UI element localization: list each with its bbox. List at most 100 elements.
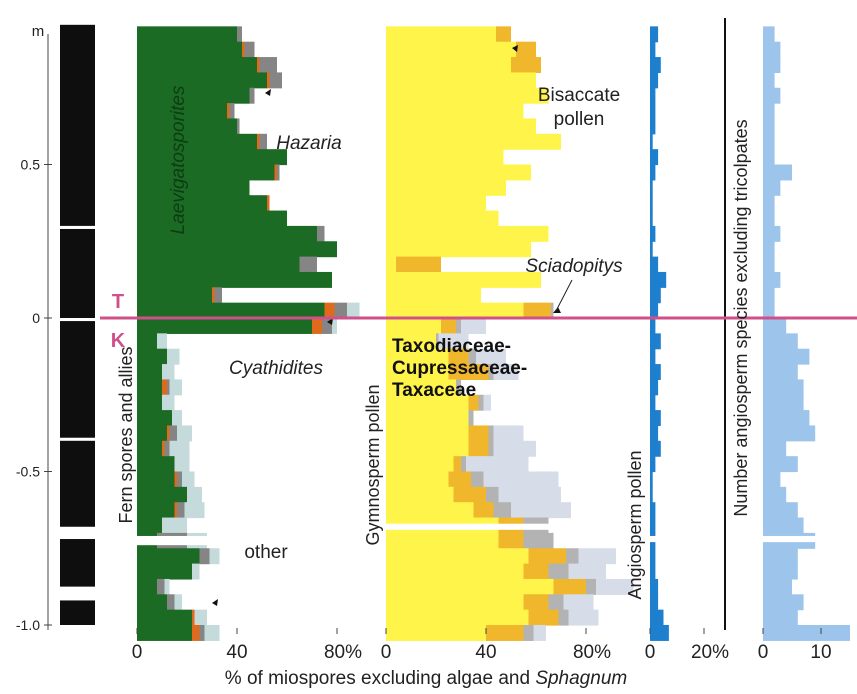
bar-value <box>763 210 775 227</box>
bar-value <box>763 287 775 304</box>
bar-sciadopitys <box>493 502 511 519</box>
bar-taxodiaceae-cupressaceae-taxaceae <box>386 348 449 365</box>
bar-cyathidites <box>237 118 240 135</box>
bar-sciadopitys <box>548 563 569 580</box>
bar-taxodiaceae-cupressaceae-taxaceae <box>386 379 456 396</box>
bar-laevigatosporites <box>137 609 192 626</box>
bar-laevigatosporites <box>137 72 267 89</box>
bar-laevigatosporites <box>137 149 287 166</box>
bar-value <box>650 333 661 350</box>
bar-sciadopitys <box>488 364 494 380</box>
bar-taxodiaceae-cupressaceae-taxaceae <box>386 149 504 166</box>
bar-hazaria <box>174 502 177 519</box>
bar-taxodiaceae-cupressaceae-taxaceae <box>386 440 469 457</box>
bar-sciadopitys <box>548 594 564 611</box>
bar-value <box>763 271 781 288</box>
bar-cyathidites <box>169 425 177 442</box>
bar-value <box>763 548 798 565</box>
bar-laevigatosporites <box>137 456 175 473</box>
bar-cyathidites <box>177 502 185 519</box>
bar-laevigatosporites <box>137 425 167 442</box>
bar-taxodiaceae-cupressaceae-taxaceae <box>386 578 554 595</box>
bar-hazaria <box>312 318 322 334</box>
bar-value <box>763 410 810 427</box>
x-tick-label: 0 <box>132 642 143 663</box>
bar-cyathidites <box>167 379 170 396</box>
bar-value <box>650 103 656 120</box>
bar-value <box>763 486 787 503</box>
bar-cyathidites <box>269 72 282 89</box>
bar-other <box>169 379 182 396</box>
bar-value <box>650 594 659 611</box>
x-tick-label: 80% <box>573 642 611 663</box>
bar-bisaccate-pollen <box>496 26 511 43</box>
angiosperm-panel <box>648 26 748 641</box>
bar-other <box>174 594 182 611</box>
angiosperm-side-label: Angiosperm pollen <box>625 450 645 599</box>
bar-taxodiaceae-cupressaceae-taxaceae <box>386 456 454 473</box>
bar-taxodiaceae-cupressaceae-taxaceae <box>386 118 536 135</box>
bar-laevigatosporites <box>137 164 275 181</box>
bar-sciadopitys <box>566 548 579 565</box>
bar-taxodiaceae-cupressaceae-taxaceae <box>386 471 449 488</box>
bar-value <box>763 195 775 212</box>
bar-other-gymnosperm <box>498 486 561 503</box>
bar-value <box>763 364 798 380</box>
lithology-block <box>60 600 95 625</box>
bar-value <box>763 379 804 396</box>
bar-laevigatosporites <box>137 578 157 595</box>
bar-bisaccate-pollen <box>486 625 524 641</box>
bar-value <box>650 517 656 534</box>
fern-spores-side-label: Fern spores and allies <box>116 346 136 523</box>
bar-other <box>194 609 207 626</box>
bar-value <box>650 502 656 519</box>
bar-laevigatosporites <box>137 333 157 350</box>
bar-cyathidites <box>214 287 222 304</box>
bar-other-gymnosperm <box>596 578 634 595</box>
gymnosperm-panel <box>384 26 634 641</box>
bar-other <box>167 348 180 365</box>
bar-laevigatosporites <box>137 271 332 288</box>
lithology-block <box>60 440 95 527</box>
bar-value <box>763 103 775 120</box>
bar-bisaccate-pollen <box>498 532 524 549</box>
bar-taxodiaceae-cupressaceae-taxaceae <box>386 103 524 120</box>
bar-cyathidites <box>277 164 280 181</box>
bar-taxodiaceae-cupressaceae-taxaceae <box>386 333 436 350</box>
bar-bisaccate-pollen <box>396 256 441 273</box>
bar-other <box>162 517 187 534</box>
bar-value <box>650 410 661 427</box>
cyathidites-label: Cyathidites <box>229 358 323 379</box>
bar-hazaria <box>167 425 170 442</box>
bar-cyathidites <box>199 548 210 565</box>
bar-hazaria <box>242 41 245 58</box>
bar-other <box>347 302 360 319</box>
section-gap <box>761 535 857 543</box>
tertiary-label: T <box>112 291 124 313</box>
bar-laevigatosporites <box>137 103 227 120</box>
section-gap <box>648 535 748 543</box>
bar-value <box>763 41 781 58</box>
bar-other <box>169 440 190 457</box>
bar-value <box>763 440 787 457</box>
bar-other <box>209 548 220 565</box>
bar-laevigatosporites <box>137 118 237 135</box>
sciadopitys-leader-line <box>555 279 573 312</box>
bar-value <box>650 179 653 196</box>
bar-value <box>650 72 659 89</box>
bar-other-gymnosperm <box>483 471 559 488</box>
bar-value <box>650 364 661 380</box>
bar-value <box>763 456 798 473</box>
arrow-marker <box>327 318 333 325</box>
bar-bisaccate-pollen <box>523 563 549 580</box>
bar-sciadopitys <box>558 609 569 626</box>
bar-value <box>763 26 775 43</box>
bar-other <box>177 425 192 442</box>
bar-cyathidites <box>249 87 255 104</box>
bar-hazaria <box>257 57 260 73</box>
bar-cyathidites <box>322 318 332 334</box>
bar-other-gymnosperm <box>476 348 506 365</box>
bar-value <box>763 225 781 242</box>
bar-taxodiaceae-cupressaceae-taxaceae <box>386 164 531 181</box>
